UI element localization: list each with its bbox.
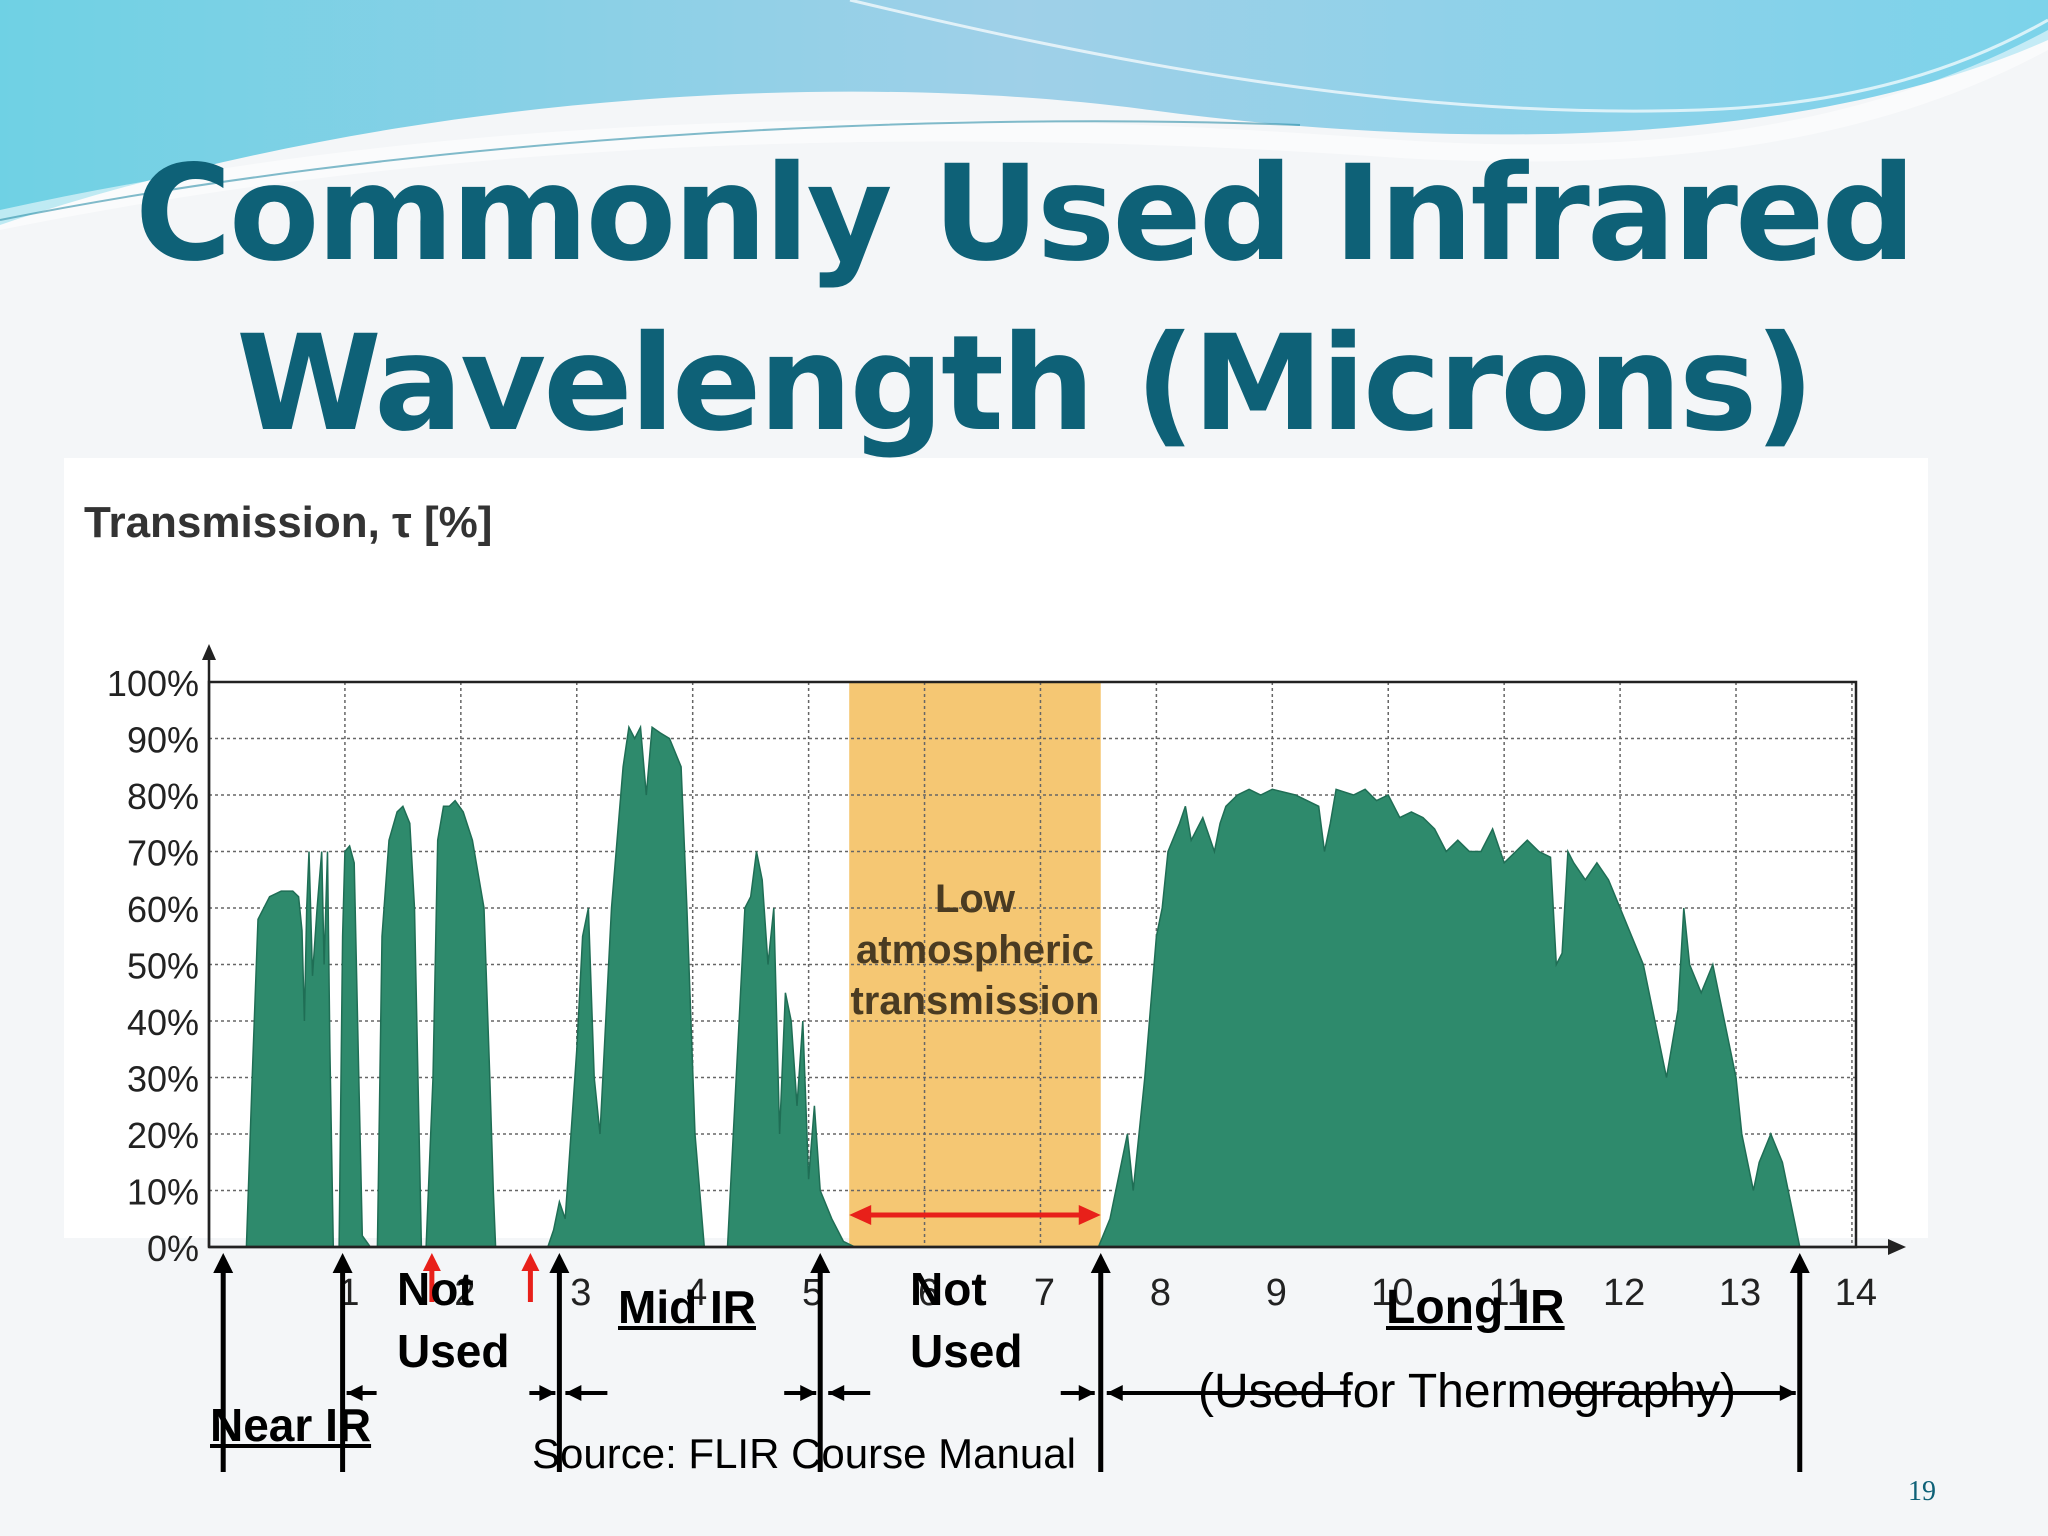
near-ir-label: Near IR [210,1399,372,1451]
y-tick-label: 30% [127,1059,199,1100]
band-label-line: transmission [850,979,1099,1023]
band-arrowhead-left [849,1205,872,1225]
band-label-line: Low [935,877,1016,921]
boundary-arrowhead [810,1253,831,1273]
not-used-label-2a: Not [910,1263,987,1315]
boundary-arrowhead [1090,1253,1111,1273]
y-tick-label: 70% [127,833,199,874]
x-tick-label: 13 [1719,1272,1761,1314]
slide-title-line-2: Wavelength (Microns) [236,307,1815,461]
red-gap-arrowhead [422,1253,441,1271]
y-tick-label: 80% [127,776,199,817]
source-citation: Source: FLIR Course Manual [532,1430,1076,1477]
x-tick-label: 9 [1266,1272,1287,1314]
y-tick-label: 0% [147,1228,199,1269]
y-tick-label: 10% [127,1172,199,1213]
slide-title-line-1: Commonly Used Infrared [134,137,1916,291]
x-axis-arrowhead [1888,1239,1906,1255]
low-transmission-band [849,682,1101,1247]
boundary-arrowhead [213,1253,234,1273]
y-tick-label: 100% [107,663,199,704]
slide-number: 19 [1908,1476,1936,1507]
x-tick-label: 14 [1835,1272,1877,1314]
x-tick-label: 10 [1371,1272,1413,1314]
y-tick-label: 20% [127,1115,199,1156]
x-tick-label: 7 [1034,1272,1055,1314]
long-ir-note: (Used for Thermography) [1198,1365,1736,1418]
y-tick-label: 90% [127,720,199,761]
y-axis-arrowhead [202,644,216,660]
chart-panel: 0% 10% 20% 30% 40% 50% 60% 70% 80% 90% 100% 1 2 3 4 5 6 7… [64,458,1928,1472]
x-tick-label: 11 [1488,1272,1527,1314]
header-wave-decoration [0,0,2048,230]
not-used-2-arrow-right-head-right [1078,1385,1095,1401]
x-tick-label: 12 [1603,1272,1645,1314]
boundary-arrowhead [1789,1253,1810,1273]
not-used-1-arrow-left-head-left [346,1385,363,1401]
boundary-arrowhead [549,1253,570,1273]
x-tick-label: 3 [570,1272,591,1314]
not-used-1-arrow-right-head-right [539,1385,556,1401]
y-axis-label: Transmission, τ [%] [84,498,493,547]
long-ir-arrow-left-head-left [1106,1385,1123,1401]
mid-ir-label: Mid IR [618,1281,756,1333]
not-used-label-1a: Not [397,1263,474,1315]
band-arrowhead-right [1078,1205,1101,1225]
x-tick-label: 8 [1150,1272,1171,1314]
mid-ir-arrow-right-head-right [800,1385,817,1401]
not-used-label-1b: Used [397,1325,510,1377]
y-tick-label: 40% [127,1002,199,1043]
x-tick-label: 4 [686,1272,707,1314]
x-tick-label: 6 [918,1272,939,1314]
transmission-chart: 0%10%20%30%40%50%60%70%80%90%100%1 2 3 4 5 6 7… [107,644,1906,1472]
boundary-arrowhead [332,1253,353,1273]
not-used-2-arrow-left-head-left [828,1385,845,1401]
red-gap-arrowhead [521,1253,540,1271]
not-used-label-2b: Used [910,1325,1023,1377]
long-ir-label: Long IR [1386,1281,1565,1334]
mid-ir-arrow-left-head-left [565,1385,582,1401]
long-ir-arrow-right-head-right [1779,1385,1796,1401]
band-label-line: atmospheric [856,928,1094,972]
y-tick-label: 60% [127,889,199,930]
y-tick-label: 50% [127,946,199,987]
x-tick-label: 2 [454,1272,475,1314]
